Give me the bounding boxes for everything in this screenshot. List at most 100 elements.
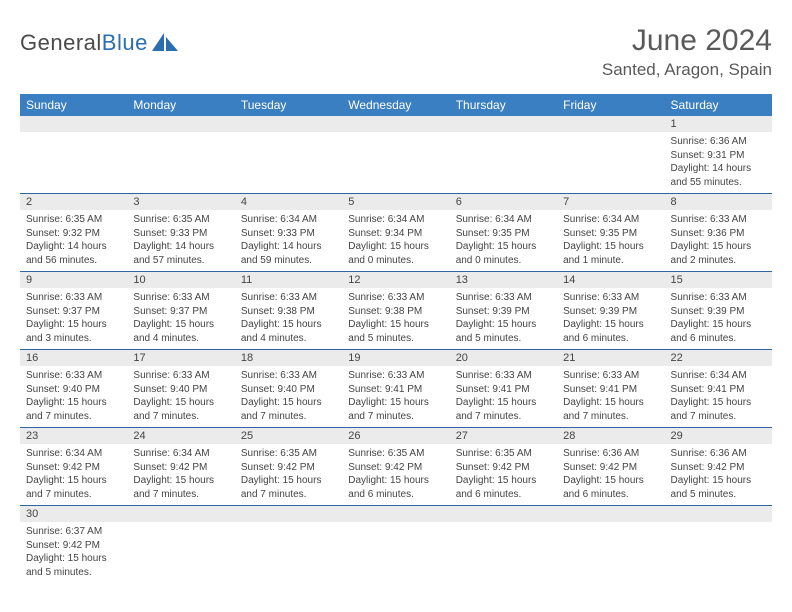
calendar-empty-cell xyxy=(557,506,664,584)
day-data: Sunrise: 6:33 AMSunset: 9:39 PMDaylight:… xyxy=(665,288,772,349)
calendar-day-cell: 29Sunrise: 6:36 AMSunset: 9:42 PMDayligh… xyxy=(665,428,772,506)
logo-word-2: Blue xyxy=(102,30,148,55)
day-number: 13 xyxy=(450,272,557,288)
day-number: 29 xyxy=(665,428,772,444)
day-data: Sunrise: 6:34 AMSunset: 9:42 PMDaylight:… xyxy=(127,444,234,505)
day-number xyxy=(235,116,342,132)
day-data: Sunrise: 6:36 AMSunset: 9:31 PMDaylight:… xyxy=(665,132,772,193)
day-number xyxy=(450,116,557,132)
day-number: 23 xyxy=(20,428,127,444)
day-number: 3 xyxy=(127,194,234,210)
day-number: 22 xyxy=(665,350,772,366)
day-number: 4 xyxy=(235,194,342,210)
day-number: 10 xyxy=(127,272,234,288)
calendar-day-cell: 25Sunrise: 6:35 AMSunset: 9:42 PMDayligh… xyxy=(235,428,342,506)
day-number: 12 xyxy=(342,272,449,288)
location: Santed, Aragon, Spain xyxy=(602,60,772,80)
day-data: Sunrise: 6:33 AMSunset: 9:37 PMDaylight:… xyxy=(127,288,234,349)
calendar-day-cell: 27Sunrise: 6:35 AMSunset: 9:42 PMDayligh… xyxy=(450,428,557,506)
day-number: 8 xyxy=(665,194,772,210)
calendar-week-row: 1Sunrise: 6:36 AMSunset: 9:31 PMDaylight… xyxy=(20,116,772,194)
day-data: Sunrise: 6:33 AMSunset: 9:38 PMDaylight:… xyxy=(235,288,342,349)
day-data: Sunrise: 6:35 AMSunset: 9:42 PMDaylight:… xyxy=(342,444,449,505)
calendar-empty-cell xyxy=(127,116,234,194)
day-data: Sunrise: 6:33 AMSunset: 9:41 PMDaylight:… xyxy=(342,366,449,427)
day-number xyxy=(127,116,234,132)
day-number: 30 xyxy=(20,506,127,522)
weekday-header: Friday xyxy=(557,94,664,116)
calendar-day-cell: 1Sunrise: 6:36 AMSunset: 9:31 PMDaylight… xyxy=(665,116,772,194)
calendar-empty-cell xyxy=(557,116,664,194)
day-data: Sunrise: 6:34 AMSunset: 9:41 PMDaylight:… xyxy=(665,366,772,427)
calendar-empty-cell xyxy=(342,116,449,194)
calendar-week-row: 9Sunrise: 6:33 AMSunset: 9:37 PMDaylight… xyxy=(20,272,772,350)
day-data: Sunrise: 6:36 AMSunset: 9:42 PMDaylight:… xyxy=(557,444,664,505)
day-data: Sunrise: 6:34 AMSunset: 9:42 PMDaylight:… xyxy=(20,444,127,505)
day-number xyxy=(342,506,449,522)
day-number: 25 xyxy=(235,428,342,444)
calendar-day-cell: 7Sunrise: 6:34 AMSunset: 9:35 PMDaylight… xyxy=(557,194,664,272)
calendar-empty-cell xyxy=(20,116,127,194)
calendar-empty-cell xyxy=(342,506,449,584)
calendar-empty-cell xyxy=(235,506,342,584)
day-number xyxy=(557,116,664,132)
day-data: Sunrise: 6:33 AMSunset: 9:39 PMDaylight:… xyxy=(450,288,557,349)
day-data: Sunrise: 6:33 AMSunset: 9:40 PMDaylight:… xyxy=(235,366,342,427)
calendar-day-cell: 15Sunrise: 6:33 AMSunset: 9:39 PMDayligh… xyxy=(665,272,772,350)
weekday-header: Monday xyxy=(127,94,234,116)
day-number xyxy=(665,506,772,522)
calendar-day-cell: 12Sunrise: 6:33 AMSunset: 9:38 PMDayligh… xyxy=(342,272,449,350)
weekday-header-row: SundayMondayTuesdayWednesdayThursdayFrid… xyxy=(20,94,772,116)
logo-text: GeneralBlue xyxy=(20,30,148,56)
day-number: 11 xyxy=(235,272,342,288)
day-number xyxy=(235,506,342,522)
calendar-day-cell: 16Sunrise: 6:33 AMSunset: 9:40 PMDayligh… xyxy=(20,350,127,428)
calendar-day-cell: 20Sunrise: 6:33 AMSunset: 9:41 PMDayligh… xyxy=(450,350,557,428)
calendar-day-cell: 30Sunrise: 6:37 AMSunset: 9:42 PMDayligh… xyxy=(20,506,127,584)
weekday-header: Wednesday xyxy=(342,94,449,116)
calendar-table: SundayMondayTuesdayWednesdayThursdayFrid… xyxy=(20,94,772,583)
day-number: 15 xyxy=(665,272,772,288)
weekday-header: Tuesday xyxy=(235,94,342,116)
day-number: 5 xyxy=(342,194,449,210)
day-data: Sunrise: 6:33 AMSunset: 9:39 PMDaylight:… xyxy=(557,288,664,349)
calendar-empty-cell xyxy=(235,116,342,194)
day-data: Sunrise: 6:33 AMSunset: 9:40 PMDaylight:… xyxy=(127,366,234,427)
day-number: 17 xyxy=(127,350,234,366)
day-number xyxy=(127,506,234,522)
calendar-week-row: 16Sunrise: 6:33 AMSunset: 9:40 PMDayligh… xyxy=(20,350,772,428)
calendar-empty-cell xyxy=(127,506,234,584)
day-data: Sunrise: 6:34 AMSunset: 9:35 PMDaylight:… xyxy=(557,210,664,271)
calendar-day-cell: 19Sunrise: 6:33 AMSunset: 9:41 PMDayligh… xyxy=(342,350,449,428)
day-number: 9 xyxy=(20,272,127,288)
calendar-day-cell: 5Sunrise: 6:34 AMSunset: 9:34 PMDaylight… xyxy=(342,194,449,272)
day-data: Sunrise: 6:34 AMSunset: 9:33 PMDaylight:… xyxy=(235,210,342,271)
calendar-empty-cell xyxy=(665,506,772,584)
calendar-week-row: 23Sunrise: 6:34 AMSunset: 9:42 PMDayligh… xyxy=(20,428,772,506)
day-number: 1 xyxy=(665,116,772,132)
calendar-day-cell: 17Sunrise: 6:33 AMSunset: 9:40 PMDayligh… xyxy=(127,350,234,428)
day-number: 16 xyxy=(20,350,127,366)
day-data: Sunrise: 6:35 AMSunset: 9:33 PMDaylight:… xyxy=(127,210,234,271)
day-number: 27 xyxy=(450,428,557,444)
calendar-day-cell: 23Sunrise: 6:34 AMSunset: 9:42 PMDayligh… xyxy=(20,428,127,506)
day-number: 6 xyxy=(450,194,557,210)
title-block: June 2024 Santed, Aragon, Spain xyxy=(602,24,772,80)
calendar-day-cell: 6Sunrise: 6:34 AMSunset: 9:35 PMDaylight… xyxy=(450,194,557,272)
sail-icon xyxy=(150,31,180,53)
day-number xyxy=(20,116,127,132)
calendar-day-cell: 18Sunrise: 6:33 AMSunset: 9:40 PMDayligh… xyxy=(235,350,342,428)
calendar-day-cell: 3Sunrise: 6:35 AMSunset: 9:33 PMDaylight… xyxy=(127,194,234,272)
day-data: Sunrise: 6:35 AMSunset: 9:32 PMDaylight:… xyxy=(20,210,127,271)
day-data: Sunrise: 6:34 AMSunset: 9:35 PMDaylight:… xyxy=(450,210,557,271)
day-number xyxy=(450,506,557,522)
day-number: 26 xyxy=(342,428,449,444)
calendar-day-cell: 24Sunrise: 6:34 AMSunset: 9:42 PMDayligh… xyxy=(127,428,234,506)
logo: GeneralBlue xyxy=(20,30,180,56)
day-data: Sunrise: 6:33 AMSunset: 9:37 PMDaylight:… xyxy=(20,288,127,349)
calendar-day-cell: 14Sunrise: 6:33 AMSunset: 9:39 PMDayligh… xyxy=(557,272,664,350)
day-data: Sunrise: 6:33 AMSunset: 9:38 PMDaylight:… xyxy=(342,288,449,349)
month-title: June 2024 xyxy=(602,24,772,58)
day-data: Sunrise: 6:33 AMSunset: 9:40 PMDaylight:… xyxy=(20,366,127,427)
calendar-day-cell: 2Sunrise: 6:35 AMSunset: 9:32 PMDaylight… xyxy=(20,194,127,272)
